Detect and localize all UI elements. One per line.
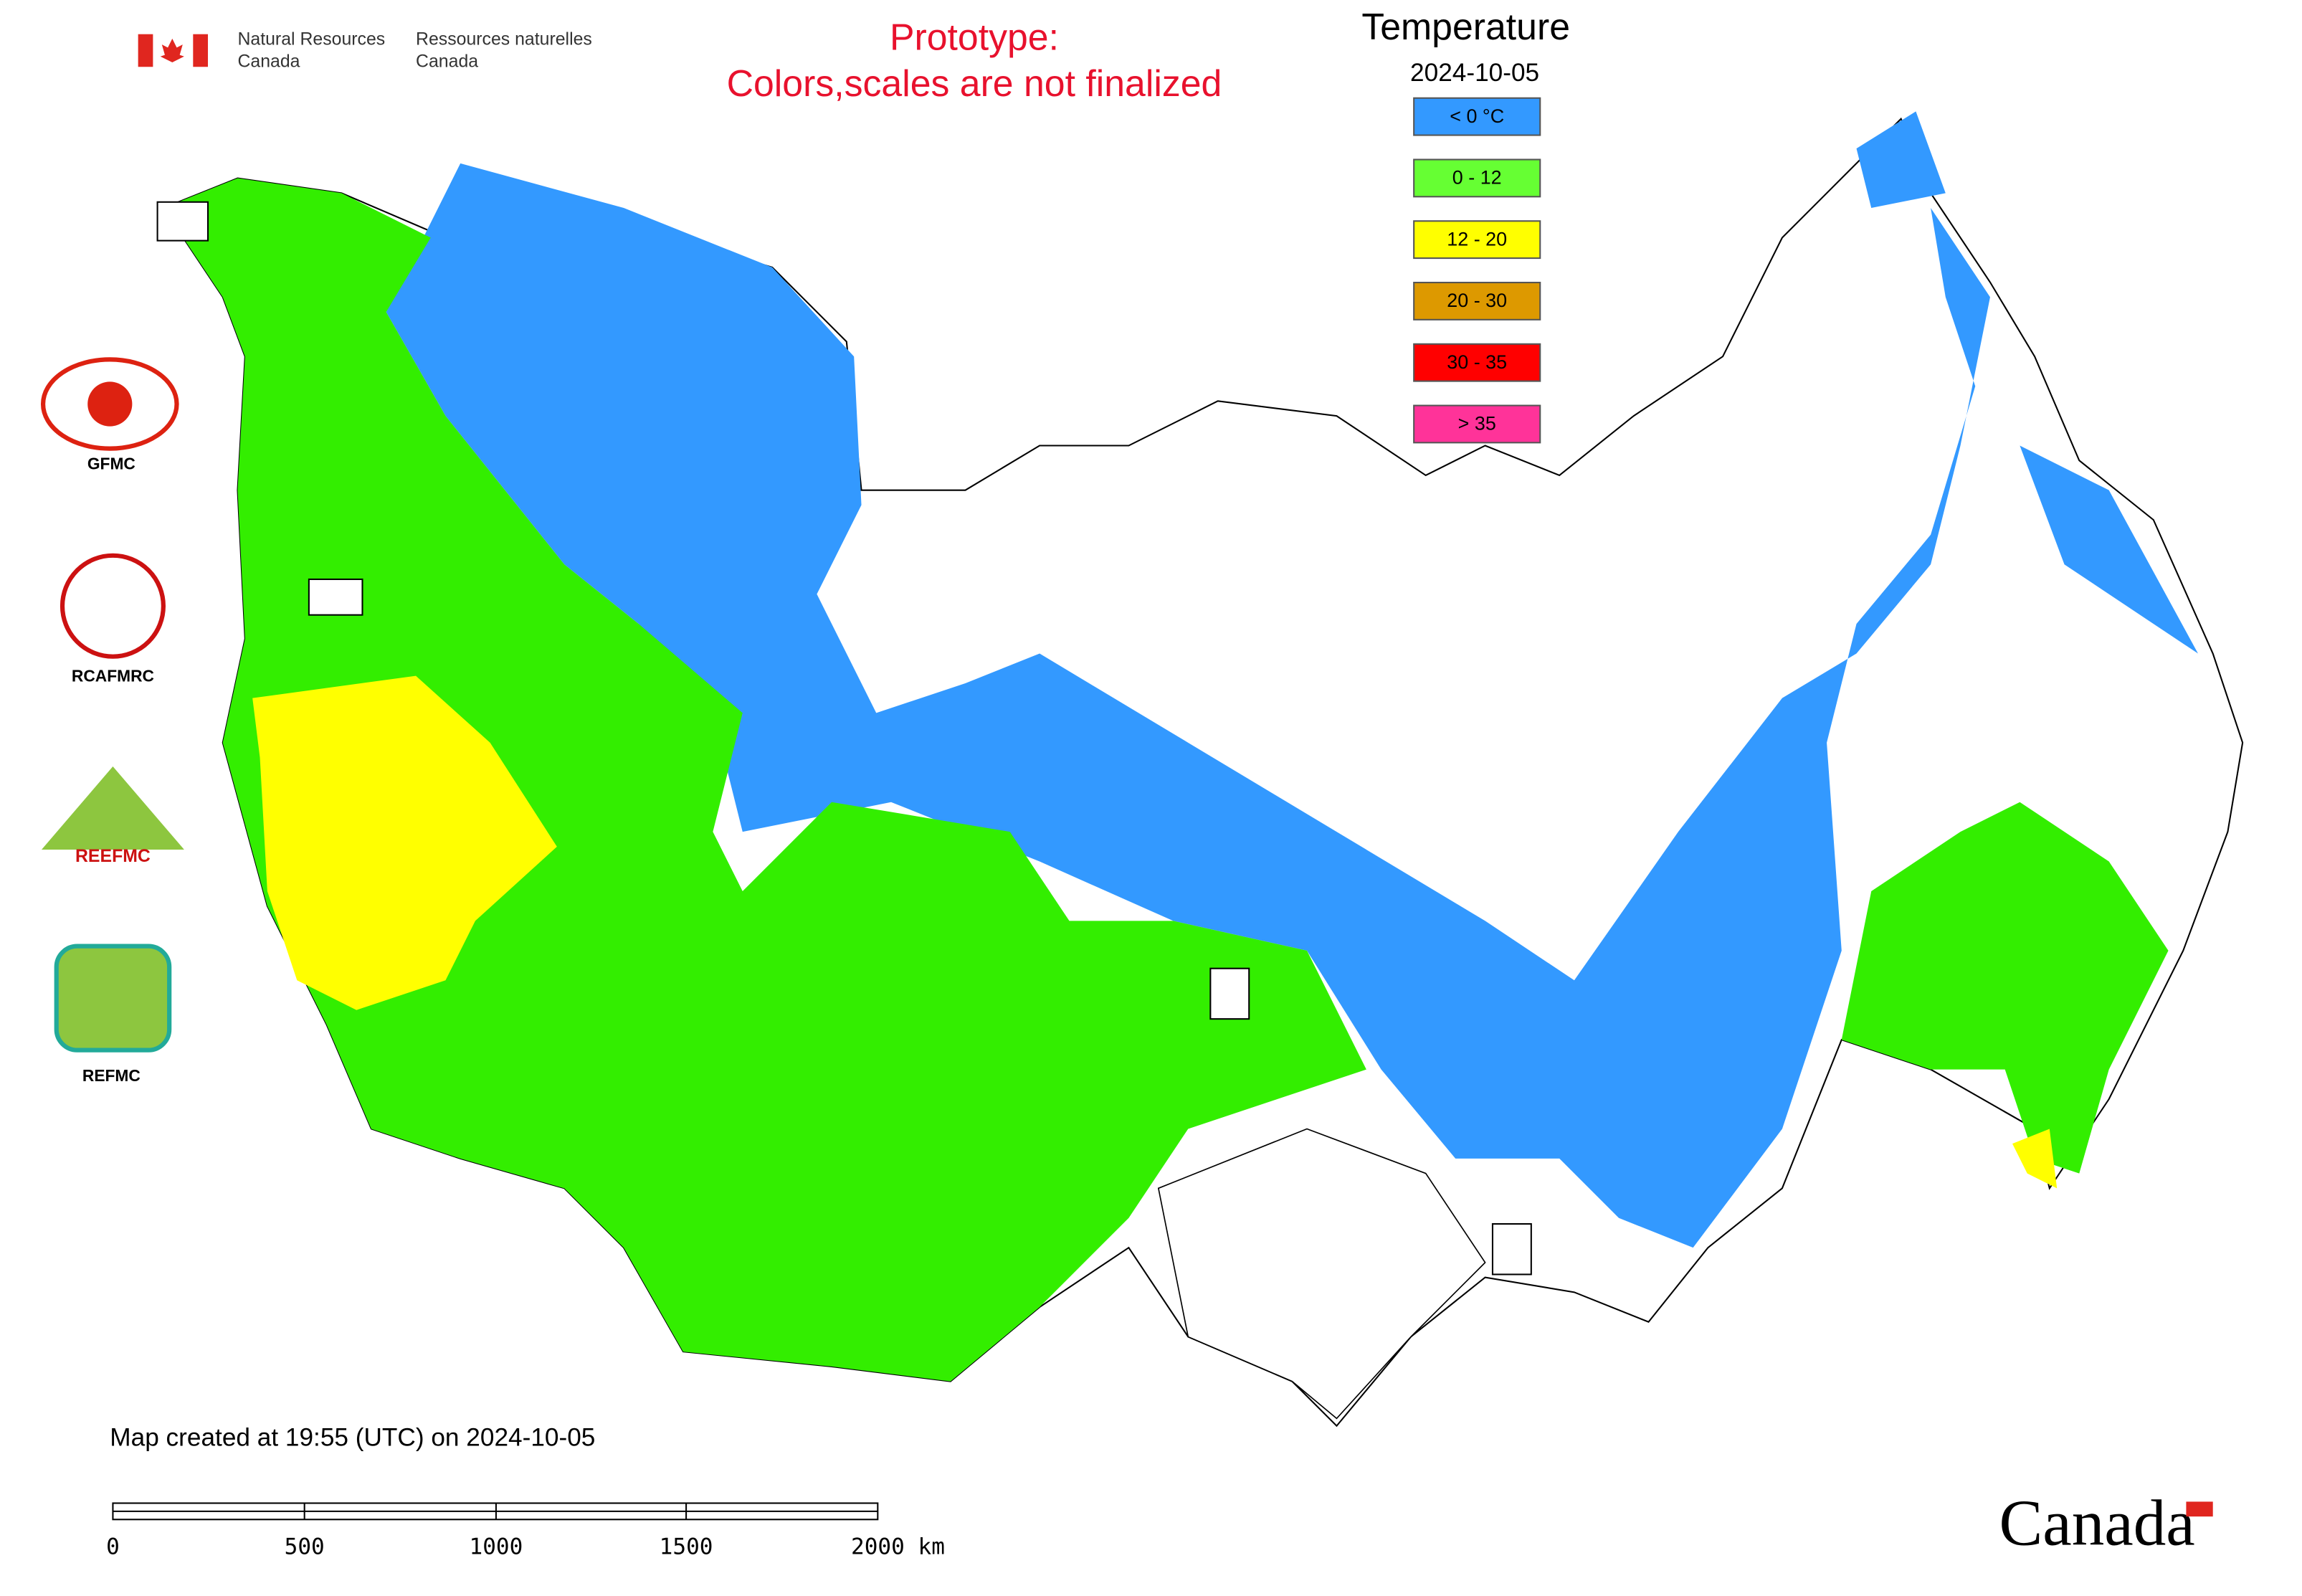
canada-wordmark: Canada — [1999, 1487, 2194, 1559]
agency-fr: Ressources naturelles — [416, 30, 592, 49]
logo-rcafmrc — [60, 553, 166, 659]
wordmark-flag — [2186, 1501, 2213, 1517]
logos: GFMC RCAFMRC REEFMC REFMC — [40, 357, 184, 1085]
scale-labels: 0 500 1000 1500 2000 km — [106, 1534, 945, 1560]
logo-label: RCAFMRC — [72, 667, 154, 685]
legend-swatch — [1413, 343, 1541, 382]
agency-fr: Canada — [416, 52, 478, 72]
legend-swatch — [1413, 404, 1541, 444]
legend: < 0 °C 0 - 12 12 - 20 20 - 30 30 - 35 > 35 — [1413, 97, 1541, 444]
created-note: Map created at 19:55 (UTC) on 2024-10-05 — [110, 1424, 595, 1452]
legend-label: < 0 °C — [1450, 105, 1504, 127]
government-header: Natural Resources Canada Ressources natu… — [138, 30, 592, 72]
land-outline — [1157, 1128, 1486, 1420]
region-below-zero — [1856, 111, 2198, 654]
scale-label: 1000 — [470, 1534, 523, 1560]
logo-label: REFMC — [82, 1066, 141, 1085]
flag-bar — [193, 34, 209, 67]
legend-title: Temperature — [1361, 6, 1570, 47]
logo-label: GFMC — [87, 454, 135, 472]
scale-label: 500 — [285, 1534, 325, 1560]
map — [162, 111, 2244, 1428]
station-marker — [156, 201, 209, 242]
legend-swatch — [1413, 97, 1541, 136]
logo-gfmc — [87, 381, 133, 427]
flag-bar — [138, 34, 153, 67]
maple-leaf — [160, 38, 184, 63]
logo-label: REEFMC — [75, 847, 151, 866]
region-below-zero — [386, 163, 1990, 1248]
station-marker — [1491, 1222, 1532, 1276]
notice: Colors,scales are not finalized — [727, 62, 1222, 104]
legend-label: > 35 — [1458, 413, 1496, 434]
region-0-12 — [163, 178, 1366, 1382]
legend-swatch — [1413, 158, 1541, 198]
legend-label: 12 - 20 — [1447, 228, 1507, 250]
scale-bar: 0 500 1000 1500 2000 km — [106, 1502, 945, 1560]
agency-en: Canada — [237, 52, 300, 72]
scale-label: 0 — [106, 1534, 120, 1560]
legend-label: 20 - 30 — [1447, 290, 1507, 311]
legend-label: 0 - 12 — [1452, 167, 1502, 189]
notice: Prototype: — [890, 16, 1059, 58]
region-12-20 — [252, 675, 557, 1010]
station-marker — [308, 578, 363, 616]
logo-refmc — [54, 944, 172, 1053]
region-0-12 — [1841, 802, 2169, 1174]
station-markers — [156, 201, 1532, 1276]
region-12-20 — [2012, 1129, 2058, 1189]
agency-en: Natural Resources — [237, 30, 385, 49]
scale-label: 1500 — [660, 1534, 713, 1560]
legend-label: 30 - 35 — [1447, 351, 1507, 373]
legend-date: 2024-10-05 — [1410, 59, 1539, 87]
legend-swatch — [1413, 220, 1541, 260]
legend-swatch — [1413, 282, 1541, 320]
logo-reefmc — [42, 766, 184, 850]
station-marker — [1209, 967, 1250, 1020]
scale-label: 2000 km — [851, 1534, 945, 1560]
